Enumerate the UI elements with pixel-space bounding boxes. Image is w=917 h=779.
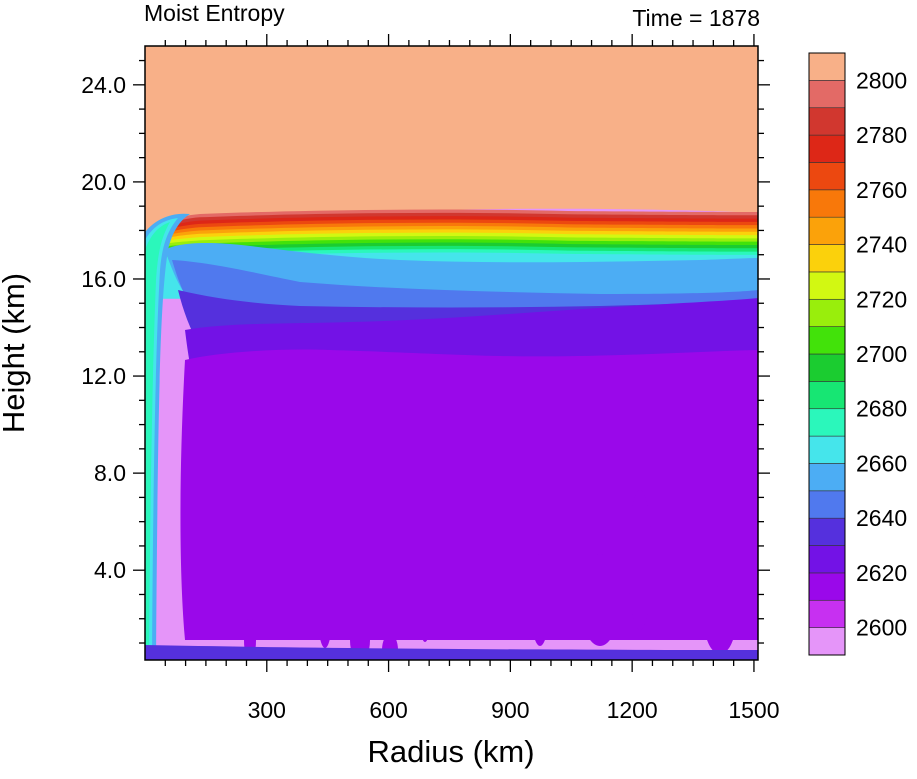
- plume: [460, 506, 480, 634]
- plume: [704, 586, 736, 654]
- colorbar-swatch: [808, 134, 846, 163]
- colorbar-swatch: [808, 463, 846, 492]
- y-tick-label: 4.0: [94, 557, 126, 583]
- colorbar-swatch: [808, 298, 846, 327]
- y-axis: 4.0 8.0 12.0 16.0 20.0 24.0: [81, 59, 770, 644]
- colorbar-swatch: [808, 80, 846, 109]
- plume: [628, 490, 652, 630]
- boundary-layer: [145, 645, 758, 660]
- colorbar-swatch: [808, 599, 846, 628]
- colorbar-tick-label: 2740: [856, 232, 907, 258]
- plume: [426, 490, 438, 630]
- x-tick-label: 300: [248, 697, 286, 723]
- x-axis-label: Radius (km): [367, 734, 534, 769]
- colorbar-swatch: [808, 216, 846, 245]
- time-label: Time = 1878: [632, 5, 760, 31]
- colorbar-frame: [808, 52, 846, 656]
- colorbar-tick-label: 2680: [856, 396, 907, 422]
- colorbar-tick-label: 2640: [856, 505, 907, 531]
- colorbar-tick-label: 2720: [856, 286, 907, 312]
- colorbar-swatch: [808, 244, 846, 273]
- colorbar-tick-label: 2620: [856, 560, 907, 586]
- plot-frame: [144, 45, 759, 661]
- convective-plumes: [244, 394, 736, 660]
- plume: [317, 562, 333, 648]
- colorbar-swatch: [808, 189, 846, 218]
- plume: [530, 554, 550, 646]
- stratosphere-region: [145, 46, 758, 232]
- colorbar-swatch: [808, 52, 846, 81]
- y-tick-label: 20.0: [81, 169, 126, 195]
- chart-title: Moist Entropy: [144, 0, 285, 26]
- colorbar-tick-label: 2700: [856, 341, 907, 367]
- eyewall-inner: [145, 222, 170, 660]
- colorbar-swatch: [808, 408, 846, 437]
- colorbar-swatch: [808, 490, 846, 519]
- colorbar-swatch: [808, 435, 846, 464]
- plot-area: [145, 46, 758, 660]
- x-axis: 300 600 900 1200 1500: [164, 34, 780, 723]
- colorbar-swatch: [808, 107, 846, 136]
- y-tick-label: 12.0: [81, 363, 126, 389]
- colorbar-swatch: [808, 572, 846, 601]
- colorbar: 2600 2620 2640 2660 2680 2700 2720 2740 2760 2780…: [808, 52, 907, 656]
- colorbar-tick-label: 2660: [856, 450, 907, 476]
- y-axis-label: Height (km): [0, 273, 31, 433]
- x-tick-label: 600: [369, 697, 407, 723]
- plume: [654, 394, 682, 606]
- x-tick-label: 1200: [607, 697, 658, 723]
- colorbar-tick-label: 2780: [856, 122, 907, 148]
- colorbar-swatch: [808, 381, 846, 410]
- colorbar-tick-label: 2760: [856, 177, 907, 203]
- colorbar-tick-label: 2600: [856, 615, 907, 641]
- colorbar-swatch: [808, 627, 846, 656]
- colorbar-swatch: [808, 353, 846, 382]
- colorbar-swatch: [808, 271, 846, 300]
- x-tick-label: 900: [491, 697, 529, 723]
- colorbar-swatch: [808, 326, 846, 355]
- y-tick-label: 8.0: [94, 460, 126, 486]
- y-tick-label: 24.0: [81, 72, 126, 98]
- colorbar-tick-label: 2800: [856, 67, 907, 93]
- plume: [508, 426, 532, 614]
- plume: [580, 554, 620, 646]
- y-tick-label: 16.0: [81, 266, 126, 292]
- x-tick-label: 1500: [728, 697, 779, 723]
- colorbar-swatch: [808, 517, 846, 546]
- colorbar-swatch: [808, 162, 846, 191]
- colorbar-swatch: [808, 545, 846, 574]
